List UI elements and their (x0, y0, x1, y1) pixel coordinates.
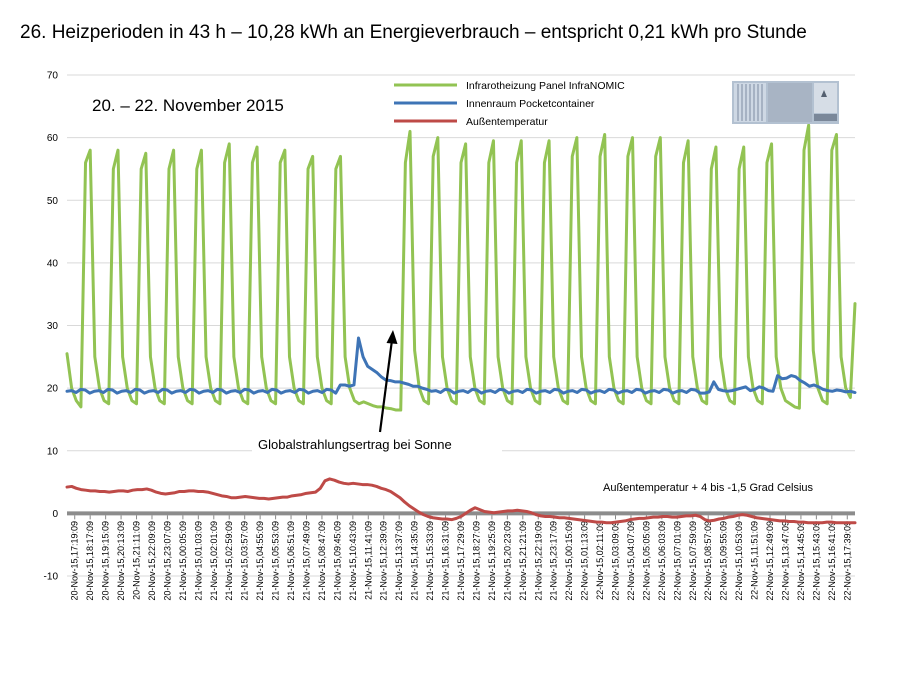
x-tick-label: 21-Nov-15,01:03:09 (193, 521, 203, 601)
y-tick-label: 10 (47, 446, 59, 457)
x-tick-label: 20-Nov-15,23:07:09 (162, 521, 172, 601)
x-tick-label: 21-Nov-15,19:25:09 (487, 521, 497, 601)
x-tick-label: 21-Nov-15,22:19:09 (533, 521, 543, 601)
x-tick-label: 21-Nov-15,14:35:09 (410, 521, 420, 601)
series-interior (65, 336, 857, 395)
x-tick-label: 21-Nov-15,20:23:09 (502, 521, 512, 601)
x-tick-label: 21-Nov-15,11:41:09 (363, 521, 373, 600)
y-tick-label: 30 (47, 321, 59, 332)
x-tick-label: 21-Nov-15,23:17:09 (549, 521, 559, 601)
y-tick-label: 40 (47, 258, 59, 269)
legend: Infrarotheizung Panel InfraNOMIC Innenra… (394, 80, 625, 128)
x-tick-label: 22-Nov-15,11:51:09 (750, 521, 760, 600)
x-tick-label: 22-Nov-15,14:45:09 (796, 521, 806, 601)
x-tick-label: 22-Nov-15,02:11:09 (595, 521, 605, 600)
x-tick-label: 21-Nov-15,07:49:09 (301, 521, 311, 601)
x-tick-label: 20-Nov-15,20:13:09 (116, 521, 126, 601)
x-axis-ticks: 20-Nov-15,17:19:09 20-Nov-15,18:17:09 20-N… (70, 515, 852, 601)
sun-annotation: Globalstrahlungsertrag bei Sonne (258, 437, 452, 452)
x-tick-label: 20-Nov-15,22:09:09 (147, 521, 157, 601)
x-tick-label: 21-Nov-15,09:45:09 (332, 521, 342, 601)
y-tick-label: 0 (52, 509, 58, 520)
y-tick-label: 20 (47, 384, 59, 395)
x-tick-label: 21-Nov-15,13:37:09 (394, 521, 404, 601)
x-tick-label: 21-Nov-15,18:27:09 (471, 521, 481, 601)
page-title: 26. Heizperioden in 43 h – 10,28 kWh an … (20, 22, 807, 43)
x-tick-label: 22-Nov-15,06:03:09 (657, 521, 667, 601)
y-axis-ticks: -10 0 10 20 30 40 50 60 70 (44, 71, 59, 583)
x-tick-label: 21-Nov-15,06:51:09 (286, 521, 296, 601)
x-tick-label: 22-Nov-15,05:05:09 (641, 521, 651, 601)
x-tick-label: 22-Nov-15,07:59:09 (688, 521, 698, 601)
x-tick-label: 21-Nov-15,10:43:09 (348, 521, 358, 601)
sun-label-background (252, 434, 502, 454)
series-heating-panel (65, 123, 857, 412)
x-tick-label: 22-Nov-15,01:13:09 (580, 521, 590, 601)
x-tick-label: 20-Nov-15,17:19:09 (70, 521, 80, 601)
legend-label-outdoor: Außentemperatur (466, 116, 548, 128)
legend-label-interior: Innenraum Pocketcontainer (466, 98, 595, 110)
y-tick-label: 70 (47, 71, 59, 82)
x-tick-label: 22-Nov-15,10:53:09 (734, 521, 744, 601)
sun-arrow (378, 330, 398, 433)
series-layer (65, 123, 857, 525)
x-tick-label: 21-Nov-15,16:31:09 (441, 521, 451, 601)
x-tick-label: 20-Nov-15,19:15:09 (101, 521, 111, 601)
x-tick-label: 22-Nov-15,07:01:09 (672, 521, 682, 601)
gridlines (67, 74, 855, 577)
x-tick-label: 21-Nov-15,15:33:09 (425, 521, 435, 601)
x-tick-label: 22-Nov-15,09:55:09 (719, 521, 729, 601)
x-tick-label: 21-Nov-15,21:21:09 (518, 521, 528, 601)
y-tick-label: 50 (47, 196, 59, 207)
x-tick-label: 22-Nov-15,17:39:09 (842, 521, 852, 601)
x-tick-label: 20-Nov-15,18:17:09 (85, 521, 95, 601)
series-outdoor (65, 477, 857, 525)
x-tick-label: 22-Nov-15,03:09:09 (611, 521, 621, 601)
x-tick-label: 21-Nov-15,02:59:09 (224, 521, 234, 601)
x-tick-label: 21-Nov-15,00:05:09 (178, 521, 188, 601)
outdoor-temperature-annotation: Außentemperatur + 4 bis -1,5 Grad Celsiu… (603, 482, 814, 494)
x-tick-label: 22-Nov-15,08:57:09 (703, 521, 713, 601)
x-tick-label: 21-Nov-15,05:53:09 (271, 521, 281, 601)
x-tick-label: 22-Nov-15,13:47:09 (780, 521, 790, 601)
x-tick-label: 20-Nov-15,21:11:09 (132, 521, 142, 600)
date-range-annotation: 20. – 22. November 2015 (92, 96, 284, 115)
y-tick-label: 60 (47, 133, 59, 144)
x-tick-label: 21-Nov-15,12:39:09 (379, 521, 389, 601)
legend-label-heating: Infrarotheizung Panel InfraNOMIC (466, 80, 625, 92)
x-tick-label: 21-Nov-15,04:55:09 (255, 521, 265, 601)
x-tick-label: 22-Nov-15,12:49:09 (765, 521, 775, 601)
x-tick-label: 22-Nov-15,00:15:09 (564, 521, 574, 601)
x-tick-label: 21-Nov-15,02:01:09 (209, 521, 219, 601)
x-tick-label: 22-Nov-15,15:43:09 (811, 521, 821, 601)
pocketcontainer-logo (732, 81, 839, 124)
x-tick-label: 21-Nov-15,03:57:09 (240, 521, 250, 601)
x-tick-label: 22-Nov-15,04:07:09 (626, 521, 636, 601)
x-tick-label: 21-Nov-15,08:47:09 (317, 521, 327, 601)
x-tick-label: 21-Nov-15,17:29:09 (456, 521, 466, 601)
y-tick-label: -10 (44, 572, 59, 583)
x-tick-label: 22-Nov-15,16:41:09 (827, 521, 837, 601)
